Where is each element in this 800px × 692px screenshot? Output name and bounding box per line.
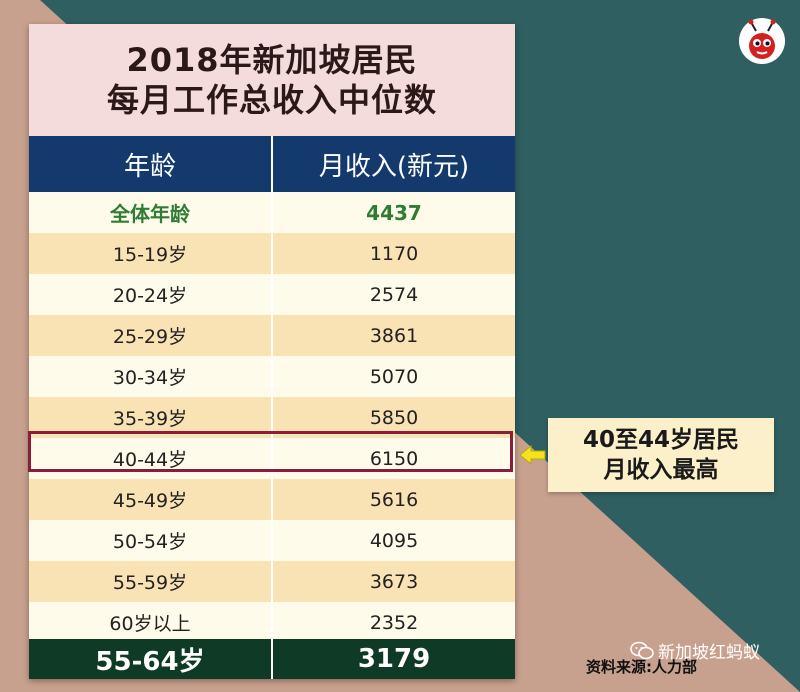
income-cell: 3673: [369, 570, 419, 593]
table-row: 45-49岁 5616: [29, 479, 515, 520]
source-note: 资料来源:人力部: [586, 658, 697, 676]
income-cell: 4095: [369, 529, 419, 552]
table-row: 50-54岁 4095: [29, 520, 515, 561]
age-cell: 30-34岁: [29, 356, 273, 397]
income-cell: 5070: [369, 365, 419, 388]
age-cell: 40-44岁: [29, 438, 273, 479]
income-cell: 5850: [369, 406, 419, 429]
wechat-icon: [630, 641, 654, 659]
table-footer-row: 55-64岁 3179: [29, 639, 515, 679]
table-row: 30-34岁 5070: [29, 356, 515, 397]
income-table-card: 2018年新加坡居民 每月工作总收入中位数 年龄 月收入(新元) 全体年龄 44…: [29, 24, 515, 679]
age-cell: 20-24岁: [29, 274, 273, 315]
callout-line-2: 月收入最高: [603, 457, 719, 483]
income-cell: 2574: [369, 283, 419, 306]
header-income: 月收入(新元): [318, 151, 470, 182]
highlight-box: [28, 431, 513, 472]
page-title-line-2: 每月工作总收入中位数: [106, 81, 437, 119]
age-cell: 全体年龄: [29, 192, 273, 233]
table-row: 55-59岁 3673: [29, 561, 515, 602]
income-cell: 6150: [369, 447, 419, 470]
age-cell: 25-29岁: [29, 315, 273, 356]
table-header: 年龄 月收入(新元): [29, 136, 515, 192]
page-title-line-1: 2018年新加坡居民: [126, 41, 418, 79]
age-cell: 15-19岁: [29, 233, 273, 274]
ant-logo-icon: [739, 18, 785, 64]
age-cell: 60岁以上: [29, 602, 273, 643]
age-cell: 35-39岁: [29, 397, 273, 438]
callout-box: 40至44岁居民 月收入最高: [548, 418, 774, 492]
age-cell: 50-54岁: [29, 520, 273, 561]
footer-age-cell: 55-64岁: [29, 639, 273, 679]
footer-income-cell: 3179: [357, 644, 431, 674]
arrow-left-icon: [520, 445, 546, 465]
income-cell: 1170: [369, 242, 419, 265]
income-cell: 3861: [369, 324, 419, 347]
header-age: 年龄: [29, 136, 273, 192]
watermark-text: 新加坡红蚂蚁: [658, 643, 760, 663]
table-row: 60岁以上 2352: [29, 602, 515, 643]
income-cell: 5616: [369, 488, 419, 511]
income-cell: 4437: [366, 200, 422, 225]
table-row: 20-24岁 2574: [29, 274, 515, 315]
table-row-highlighted: 40-44岁 6150: [29, 438, 515, 479]
income-cell: 2352: [369, 611, 419, 634]
table-row: 全体年龄 4437: [29, 192, 515, 233]
age-cell: 45-49岁: [29, 479, 273, 520]
title-area: 2018年新加坡居民 每月工作总收入中位数: [29, 24, 515, 136]
table-body: 全体年龄 4437 15-19岁 1170 20-24岁 2574 25-29岁…: [29, 192, 515, 643]
wechat-watermark: 新加坡红蚂蚁: [630, 638, 760, 663]
table-row: 25-29岁 3861: [29, 315, 515, 356]
age-cell: 55-59岁: [29, 561, 273, 602]
callout-line-1: 40至44岁居民: [582, 427, 739, 453]
table-row: 15-19岁 1170: [29, 233, 515, 274]
